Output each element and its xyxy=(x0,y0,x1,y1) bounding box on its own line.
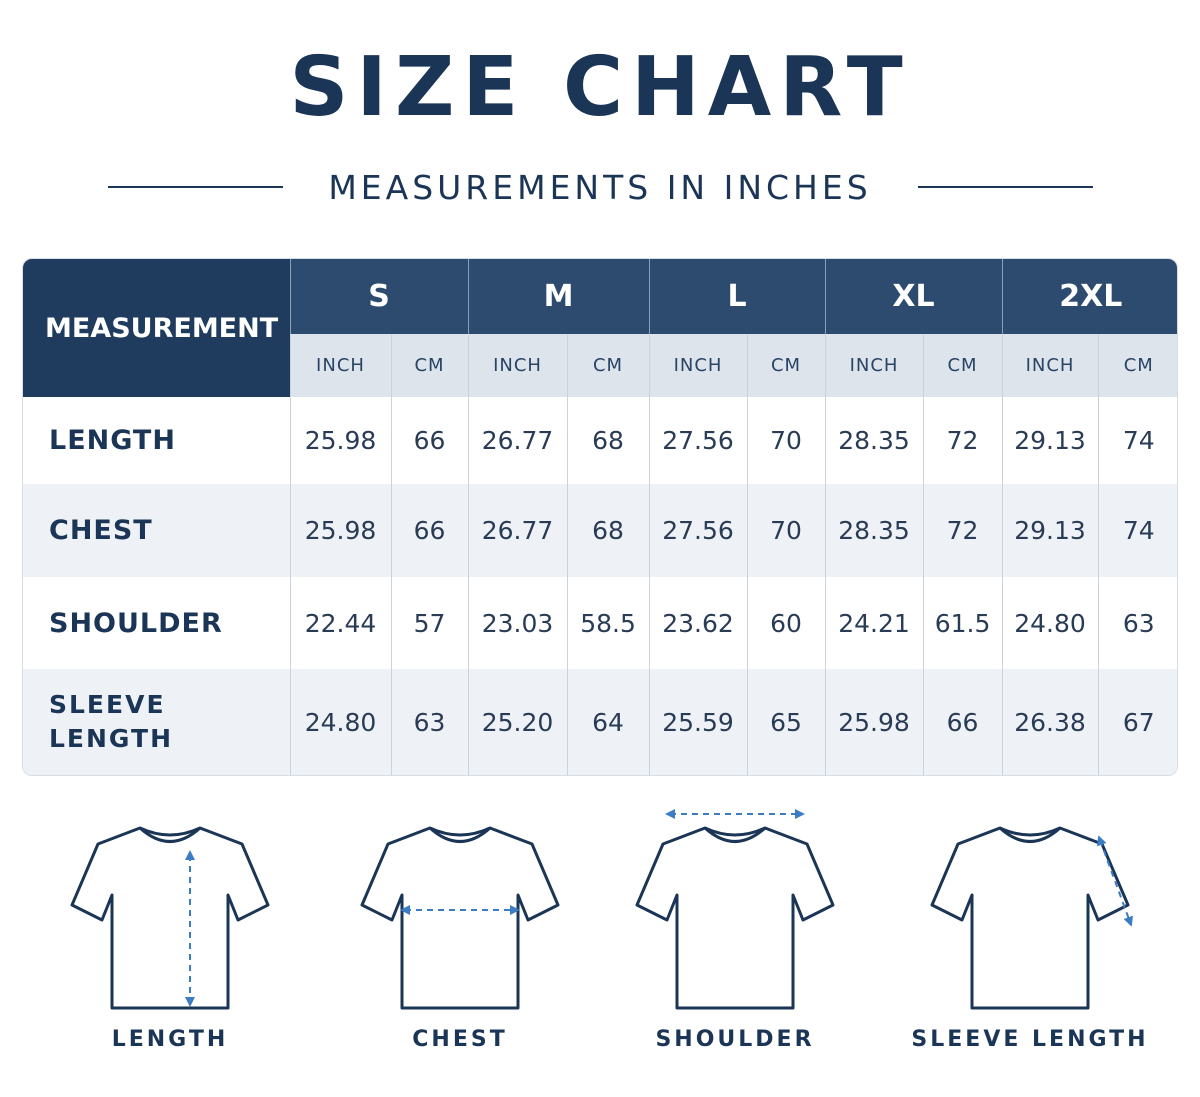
shirt-outline xyxy=(70,826,270,1010)
shirt-collar xyxy=(138,826,202,843)
cell: 68 xyxy=(566,484,650,577)
cell: 29.13 xyxy=(1001,397,1099,484)
cell: 63 xyxy=(390,669,469,775)
size-header: S xyxy=(289,259,469,334)
cell: 29.13 xyxy=(1001,484,1099,577)
row-label: SHOULDER xyxy=(23,577,290,669)
measure-arrow xyxy=(1097,835,1133,927)
cell: 72 xyxy=(922,484,1003,577)
subtitle: MEASUREMENTS IN INCHES xyxy=(328,168,872,207)
row-label-text: SHOULDER xyxy=(49,607,223,639)
size-header: M xyxy=(467,259,650,334)
cell: 26.77 xyxy=(467,397,568,484)
cell: 67 xyxy=(1097,669,1177,775)
cell: 24.80 xyxy=(289,669,391,775)
cell: 64 xyxy=(566,669,650,775)
cell: 57 xyxy=(390,577,469,669)
cell: 58.5 xyxy=(566,577,650,669)
cell: 24.80 xyxy=(1001,577,1099,669)
cell: 26.77 xyxy=(467,484,568,577)
size-header: L xyxy=(648,259,826,334)
unit-header: CM xyxy=(390,334,469,397)
cell: 74 xyxy=(1097,484,1177,577)
cell: 27.56 xyxy=(648,484,748,577)
cell: 28.35 xyxy=(824,397,924,484)
shirt-diagram xyxy=(635,809,835,1010)
cell: 70 xyxy=(746,397,826,484)
corner-header: MEASUREMENT xyxy=(23,259,290,397)
shirt-collar xyxy=(998,826,1062,843)
shirt-diagram xyxy=(930,826,1133,1010)
cell: 24.21 xyxy=(824,577,924,669)
rule xyxy=(918,186,1093,188)
diagram-label: LENGTH xyxy=(112,1027,229,1052)
row-label-text: SLEEVE LENGTH xyxy=(49,690,173,753)
cell: 25.98 xyxy=(824,669,924,775)
cell: 60 xyxy=(746,577,826,669)
cell: 66 xyxy=(390,484,469,577)
cell: 25.20 xyxy=(467,669,568,775)
table-wrap: MEASUREMENT S M L XL 2XL INCH CM INCH CM INCH CM INC… xyxy=(22,258,1178,776)
cell: 74 xyxy=(1097,397,1177,484)
shirt-collar xyxy=(428,826,492,843)
cell: 66 xyxy=(390,397,469,484)
diagram-label: CHEST xyxy=(412,1027,507,1052)
cell: 61.5 xyxy=(922,577,1003,669)
diagram-label: SLEEVE LENGTH xyxy=(911,1027,1148,1052)
cell: 70 xyxy=(746,484,826,577)
size-table: MEASUREMENT S M L XL 2XL INCH CM INCH CM INCH CM INC… xyxy=(23,259,1177,775)
size-header: XL xyxy=(824,259,1003,334)
data-row: LENGTH 25.98 66 26.77 68 27.56 70 28.35 72 29.13 7… xyxy=(23,397,1177,484)
title: SIZE CHART xyxy=(289,40,911,135)
cell: 72 xyxy=(922,397,1003,484)
unit-header: CM xyxy=(566,334,650,397)
unit-header: INCH xyxy=(824,334,924,397)
data-row: SLEEVE LENGTH 24.80 63 25.20 64 25.59 65 25.98 6… xyxy=(23,669,1177,775)
cell: 63 xyxy=(1097,577,1177,669)
diagram-label: SHOULDER xyxy=(655,1027,814,1052)
row-label-text: LENGTH xyxy=(49,425,176,456)
unit-header: CM xyxy=(922,334,1003,397)
row-label: LENGTH xyxy=(23,397,290,484)
unit-header: CM xyxy=(1097,334,1177,397)
unit-header: INCH xyxy=(1001,334,1099,397)
cell: 23.03 xyxy=(467,577,568,669)
unit-header: INCH xyxy=(289,334,391,397)
header-row: MEASUREMENT S M L XL 2XL xyxy=(23,259,1177,397)
cell: 25.59 xyxy=(648,669,748,775)
shirt-outline xyxy=(360,826,560,1010)
size-header: 2XL xyxy=(1001,259,1177,334)
shirt-diagram xyxy=(70,826,270,1010)
diagrams: LENGTH CHEST SHOULDER SLEEVE LENGTH xyxy=(70,809,1148,1052)
cell: 22.44 xyxy=(289,577,391,669)
row-label: CHEST xyxy=(23,484,290,577)
cell: 68 xyxy=(566,397,650,484)
unit-header: CM xyxy=(746,334,826,397)
unit-header: INCH xyxy=(648,334,748,397)
cell: 25.98 xyxy=(289,484,391,577)
unit-row: INCH CM INCH CM INCH CM INCH CM INCH CM xyxy=(23,334,1177,397)
cell: 25.98 xyxy=(289,397,391,484)
cell: 23.62 xyxy=(648,577,748,669)
cell: 28.35 xyxy=(824,484,924,577)
shirt-collar xyxy=(703,826,767,843)
data-row: CHEST 25.98 66 26.77 68 27.56 70 28.35 72 29.13 74 xyxy=(23,484,1177,577)
shirt-diagram xyxy=(360,826,560,1010)
cell: 66 xyxy=(922,669,1003,775)
cell: 26.38 xyxy=(1001,669,1099,775)
rule xyxy=(108,186,283,188)
shirt-outline xyxy=(930,826,1130,1010)
row-label-text: CHEST xyxy=(49,515,153,546)
shirt-outline xyxy=(635,826,835,1010)
cell: 27.56 xyxy=(648,397,748,484)
unit-header: INCH xyxy=(467,334,568,397)
data-row: SHOULDER 22.44 57 23.03 58.5 23.62 60 24.21 61.5… xyxy=(23,577,1177,669)
row-label: SLEEVE LENGTH xyxy=(23,669,290,775)
cell: 65 xyxy=(746,669,826,775)
